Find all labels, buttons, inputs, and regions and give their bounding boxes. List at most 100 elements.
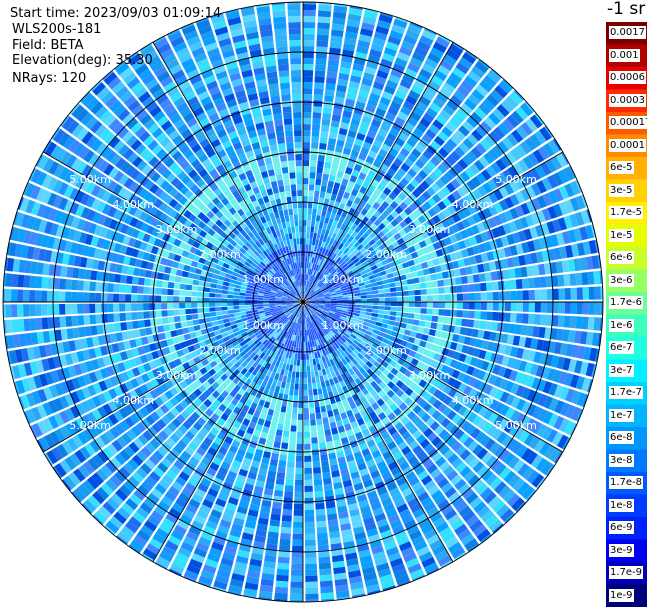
data-cell bbox=[429, 234, 438, 244]
data-cell bbox=[329, 291, 336, 295]
data-cell bbox=[376, 280, 384, 286]
data-cell bbox=[227, 294, 234, 299]
data-cell bbox=[427, 197, 437, 207]
data-cell bbox=[280, 527, 292, 534]
data-cell bbox=[291, 371, 296, 378]
data-cell bbox=[456, 186, 467, 198]
data-cell bbox=[393, 172, 403, 182]
data-cell bbox=[349, 245, 357, 253]
data-cell bbox=[420, 295, 427, 301]
data-cell bbox=[304, 262, 307, 269]
data-cell bbox=[251, 294, 258, 298]
data-cell bbox=[438, 294, 445, 301]
data-cell bbox=[319, 375, 325, 383]
data-cell bbox=[187, 326, 195, 333]
data-cell bbox=[334, 287, 341, 292]
data-cell bbox=[273, 495, 283, 503]
data-cell bbox=[295, 371, 300, 378]
data-cell bbox=[330, 278, 337, 284]
data-cell bbox=[394, 246, 403, 254]
data-cell bbox=[313, 270, 317, 277]
data-cell bbox=[422, 211, 432, 221]
data-cell bbox=[570, 197, 580, 212]
data-cell bbox=[316, 172, 323, 180]
data-cell bbox=[284, 418, 291, 426]
data-cell bbox=[303, 202, 308, 209]
data-cell bbox=[323, 269, 328, 276]
data-cell bbox=[520, 102, 533, 117]
data-cell bbox=[532, 264, 540, 276]
data-cell bbox=[292, 365, 297, 372]
data-cell bbox=[343, 191, 351, 200]
data-cell bbox=[317, 259, 322, 266]
data-cell bbox=[212, 325, 220, 331]
data-cell bbox=[311, 136, 319, 143]
data-cell bbox=[315, 215, 321, 222]
data-cell bbox=[366, 271, 374, 277]
data-cell bbox=[354, 302, 361, 305]
data-cell bbox=[185, 296, 192, 302]
data-cell bbox=[460, 171, 471, 182]
data-cell bbox=[365, 235, 373, 243]
data-cell bbox=[191, 291, 198, 297]
data-cell bbox=[471, 65, 485, 79]
data-cell bbox=[508, 323, 516, 334]
data-cell bbox=[449, 317, 457, 325]
data-cell bbox=[306, 365, 311, 372]
data-cell bbox=[303, 347, 306, 354]
data-cell bbox=[498, 302, 505, 311]
data-cell bbox=[471, 176, 482, 188]
data-cell bbox=[311, 269, 315, 276]
data-cell bbox=[308, 395, 314, 402]
data-cell bbox=[337, 267, 344, 273]
data-cell bbox=[326, 257, 331, 264]
data-cell bbox=[496, 270, 504, 280]
data-cell bbox=[239, 302, 246, 306]
data-cell bbox=[360, 208, 369, 216]
data-cell bbox=[296, 455, 303, 462]
data-cell bbox=[345, 25, 359, 34]
data-cell bbox=[304, 461, 312, 468]
data-cell bbox=[101, 293, 108, 302]
data-cell bbox=[322, 471, 331, 479]
data-cell bbox=[304, 419, 310, 426]
data-cell bbox=[304, 467, 312, 474]
data-cell bbox=[295, 467, 303, 474]
data-cell bbox=[311, 130, 320, 137]
data-cell bbox=[325, 282, 332, 287]
data-cell bbox=[312, 298, 319, 301]
data-cell bbox=[516, 290, 523, 301]
data-cell bbox=[403, 142, 414, 153]
data-cell bbox=[407, 23, 422, 35]
data-cell bbox=[350, 75, 362, 84]
data-cell bbox=[360, 308, 367, 312]
data-cell bbox=[174, 276, 182, 283]
data-cell bbox=[388, 236, 397, 244]
data-cell bbox=[358, 267, 366, 273]
data-cell bbox=[398, 192, 407, 201]
data-cell bbox=[309, 289, 314, 295]
data-cell bbox=[309, 290, 315, 295]
data-cell bbox=[340, 61, 352, 69]
data-cell bbox=[367, 98, 378, 108]
data-cell bbox=[303, 160, 310, 167]
data-cell bbox=[368, 239, 376, 246]
data-cell bbox=[367, 198, 375, 206]
data-cell bbox=[191, 314, 199, 320]
data-cell bbox=[318, 10, 332, 18]
data-cell bbox=[285, 382, 291, 389]
data-cell bbox=[311, 443, 319, 450]
data-cell bbox=[462, 195, 472, 206]
data-cell bbox=[435, 36, 450, 48]
data-cell bbox=[396, 182, 406, 192]
data-cell bbox=[95, 314, 103, 324]
data-cell bbox=[498, 312, 505, 322]
data-cell bbox=[575, 211, 585, 226]
data-cell bbox=[364, 253, 372, 261]
data-cell bbox=[363, 72, 375, 81]
data-cell bbox=[457, 210, 467, 220]
data-cell bbox=[356, 205, 364, 213]
data-cell bbox=[233, 295, 240, 299]
data-cell bbox=[360, 305, 367, 309]
data-cell bbox=[317, 160, 324, 168]
